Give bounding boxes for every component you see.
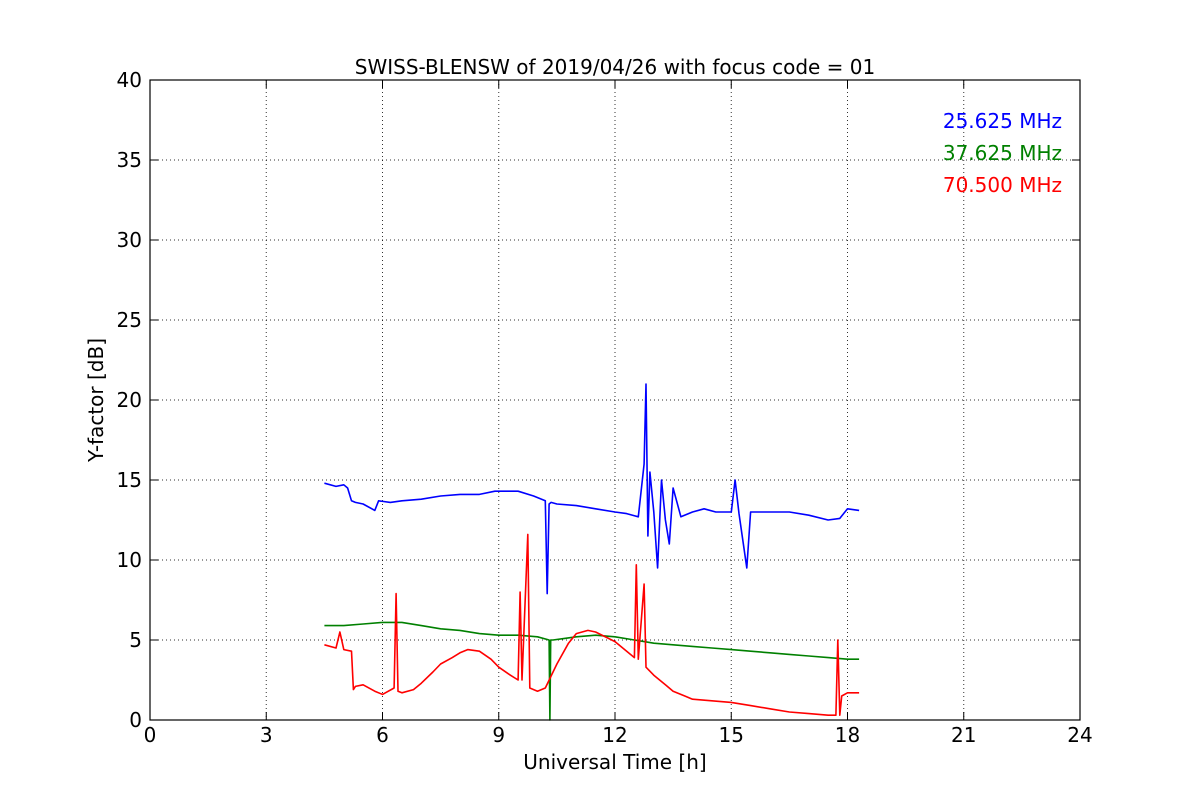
x-tick-label: 12 — [602, 723, 627, 747]
series-line-0 — [324, 383, 860, 595]
y-tick-label: 0 — [129, 708, 142, 732]
series-layer — [324, 383, 860, 721]
x-tick-label: 15 — [719, 723, 744, 747]
series-line-2 — [324, 533, 860, 717]
x-tick-label: 0 — [144, 723, 157, 747]
y-tick-label: 20 — [117, 388, 142, 412]
y-tick-label: 40 — [117, 68, 142, 92]
x-axis-label: Universal Time [h] — [523, 750, 706, 774]
legend-entry-0: 25.625 MHz — [943, 109, 1062, 133]
y-tick-label: 15 — [117, 468, 142, 492]
grid — [150, 80, 1080, 720]
series-line-1 — [324, 621, 860, 721]
x-tick-label: 6 — [376, 723, 389, 747]
chart-title: SWISS-BLENSW of 2019/04/26 with focus co… — [355, 55, 876, 79]
legend-entry-1: 37.625 MHz — [943, 141, 1062, 165]
y-tick-label: 5 — [129, 628, 142, 652]
x-tick-label: 18 — [835, 723, 860, 747]
y-tick-label: 10 — [117, 548, 142, 572]
x-tick-label: 9 — [492, 723, 505, 747]
legend: 25.625 MHz 37.625 MHz 70.500 MHz — [943, 109, 1062, 197]
x-tick-label: 3 — [260, 723, 273, 747]
y-axis-label: Y-factor [dB] — [84, 338, 108, 463]
x-tick-label: 21 — [951, 723, 976, 747]
legend-entry-2: 70.500 MHz — [943, 173, 1062, 197]
ticks: 0 3 6 9 12 15 18 21 24 0 5 10 15 20 25 30 35 40 — [117, 68, 1093, 747]
x-tick-label: 24 — [1067, 723, 1092, 747]
y-tick-label: 35 — [117, 148, 142, 172]
y-tick-label: 25 — [117, 308, 142, 332]
y-tick-label: 30 — [117, 228, 142, 252]
